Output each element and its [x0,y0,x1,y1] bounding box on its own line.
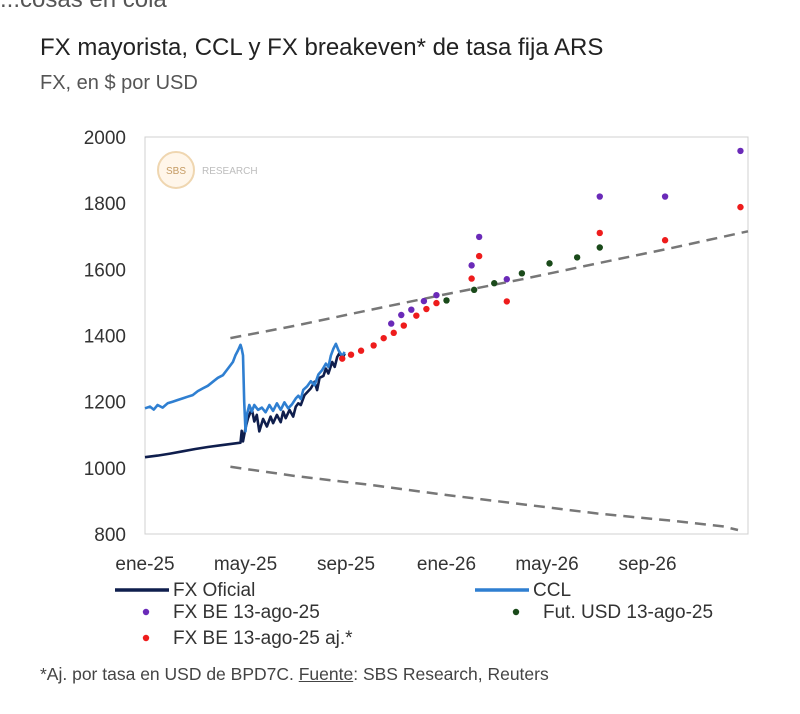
plot-frame [144,136,749,535]
y-tick-label: 2000 [84,128,126,149]
data-point [596,229,603,237]
data-point [390,329,397,337]
data-point [503,276,510,283]
data-point [388,320,395,327]
legend-label: FX Oficial [173,580,255,601]
chart-title: FX mayorista, CCL y FX breakeven* de tas… [40,34,604,61]
watermark-text: RESEARCH [202,166,258,177]
legend-swatch [142,608,150,616]
data-point [661,237,669,244]
chart-subtitle: FX, en $ por USD [40,72,198,94]
sbs-logo-icon [157,151,195,189]
fx-chart: SBS RESEARCH 800 1000 1200 1400 1600 1800 2000… [84,128,749,649]
legend-swatch [512,608,520,616]
data-point [443,297,450,304]
data-point [468,275,475,282]
y-tick-label: 1200 [84,393,126,414]
footnote: *Aj. por tasa en USD de BPD7C. Fuente: S… [40,664,549,685]
source-text: : SBS Research, Reuters [353,664,549,684]
data-point [737,147,744,155]
legend-label: CCL [533,580,571,601]
data-point [423,305,430,313]
data-point [468,262,475,269]
chart-legend: FX Oficial CCL FX BE 13-ago-25 Fut. USD 13-… [115,580,713,649]
data-point [370,342,377,349]
data-point [491,280,498,287]
legend-item: FX BE 13-ago-25 aj.* [142,628,353,649]
data-point [339,355,346,362]
series-line-ccl [144,342,346,433]
watermark-badge: SBS [166,166,186,177]
series-fut-usd-13-ago-25 [443,244,603,304]
x-tick-label: sep-25 [317,554,375,575]
legend-label: FX BE 13-ago-25 aj.* [173,628,353,649]
series-line-fx-oficial [144,351,346,459]
data-point [380,334,387,342]
legend-label: Fut. USD 13-ago-25 [543,602,713,623]
watermark: SBS RESEARCH [157,151,258,189]
data-point [433,291,440,299]
data-point [408,306,415,313]
data-point [737,203,744,211]
data-point [475,233,483,241]
legend-label: FX BE 13-ago-25 [173,602,320,623]
legend-item: CCL [475,580,571,601]
legend-item: Fut. USD 13-ago-25 [512,602,713,623]
footnote-prefix: *Aj. por tasa en USD de BPD7C. [40,664,299,684]
legend-swatch [142,634,150,642]
y-tick-label: 1400 [84,327,126,348]
data-point [357,347,365,354]
data-point [661,193,669,200]
series-fx-be-13-ago-25 [388,147,744,327]
x-tick-label: sep-26 [618,554,676,575]
data-point [596,244,603,251]
data-point [596,193,603,200]
data-point [503,298,510,305]
series-line-banda-superior [230,230,749,340]
data-point [573,254,581,261]
source-label: Fuente [298,664,354,684]
y-tick-label: 800 [94,525,126,546]
series-fx-be-13-ago-25-aj [339,203,744,362]
series-line-banda-inferior [230,465,739,532]
data-point [518,270,526,277]
data-point [347,351,355,358]
x-tick-label: may-26 [515,554,578,575]
data-point [475,252,483,260]
legend-item: FX Oficial [115,580,255,601]
data-point [398,311,405,319]
data-point [470,286,478,294]
data-point [413,312,420,319]
x-tick-label: ene-25 [115,554,174,575]
y-tick-label: 1800 [84,194,126,215]
data-point [433,299,440,307]
data-point [400,322,407,329]
y-tick-label: 1000 [84,459,126,480]
x-tick-label: ene-26 [417,554,476,575]
legend-item: FX BE 13-ago-25 [142,602,320,623]
x-tick-label: may-25 [214,554,277,575]
truncated-heading: ...cosas en cola [0,0,167,14]
data-point [546,260,553,267]
data-point [420,297,428,305]
y-tick-label: 1600 [84,260,126,281]
